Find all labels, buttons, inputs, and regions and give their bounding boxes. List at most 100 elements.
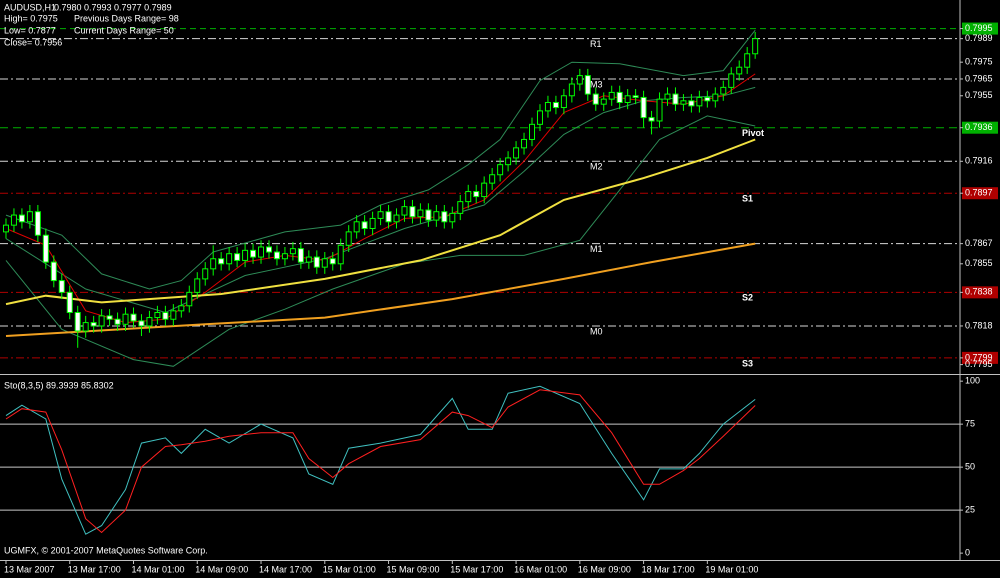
- candle-body: [313, 256, 320, 268]
- candle-body: [42, 234, 49, 263]
- candle-body: [656, 98, 663, 122]
- candle-body: [2, 224, 9, 233]
- candle-body: [728, 73, 735, 88]
- candle-body: [122, 313, 129, 325]
- level-label: M1: [590, 244, 603, 254]
- candle-body: [529, 123, 536, 140]
- candle-body: [425, 209, 432, 221]
- y-tick-label: 50: [965, 462, 975, 472]
- candle-body: [258, 246, 265, 258]
- indicator-line: [5, 385, 756, 535]
- candle-body: [664, 93, 671, 100]
- candle-body: [353, 221, 360, 233]
- indicator-line: [5, 242, 756, 337]
- candle-body: [50, 261, 57, 282]
- candle-body: [194, 278, 201, 293]
- candle-body: [648, 117, 655, 122]
- candle-body: [441, 211, 448, 223]
- candle-body: [544, 101, 551, 112]
- candle-body: [465, 191, 472, 203]
- copyright: UGMFX, © 2001-2007 MetaQuotes Software C…: [4, 545, 208, 555]
- level-price-box: [962, 121, 998, 134]
- candle-body: [481, 182, 488, 198]
- x-tick-label: 13 Mar 2007: [4, 564, 55, 574]
- candle-body: [58, 280, 65, 293]
- candle-body: [281, 253, 288, 260]
- candle-body: [369, 217, 376, 230]
- level-label: S1: [742, 194, 753, 204]
- y-tick-label: 0.7989: [965, 33, 993, 43]
- candle-body: [409, 206, 416, 218]
- candle-body: [18, 214, 25, 223]
- candle-body: [560, 95, 567, 109]
- candle-body: [170, 310, 177, 320]
- candle-body: [329, 258, 336, 265]
- candle-body: [608, 91, 615, 100]
- candle-body: [218, 258, 225, 265]
- candle-body: [624, 95, 631, 103]
- chart-title: AUDUSD,H1: [4, 2, 56, 12]
- y-tick-label: 0.7855: [965, 258, 993, 268]
- y-tick-label: 0.7897: [965, 188, 993, 198]
- y-tick-label: 0.7916: [965, 156, 993, 166]
- y-tick-label: 0.7867: [965, 238, 993, 248]
- candle-body: [552, 101, 559, 109]
- indicator-line: [5, 73, 756, 324]
- candle-body: [146, 317, 153, 327]
- candle-body: [26, 211, 33, 223]
- candle-body: [521, 138, 528, 149]
- candle-body: [242, 249, 249, 261]
- info-text: Current Days Range= 50: [74, 25, 174, 35]
- info-text: Previous Days Range= 98: [74, 13, 179, 23]
- candle-body: [90, 322, 97, 327]
- candle-body: [401, 206, 408, 216]
- candle-body: [417, 209, 424, 218]
- candle-body: [489, 174, 496, 184]
- candle-body: [210, 258, 217, 270]
- candle-body: [138, 320, 145, 327]
- candle-body: [473, 191, 480, 198]
- candle-body: [162, 312, 169, 320]
- x-tick-label: 16 Mar 01:00: [514, 564, 567, 574]
- candle-body: [576, 75, 583, 85]
- y-tick-label: 0.7955: [965, 90, 993, 100]
- candle-body: [265, 246, 272, 253]
- level-label: Pivot: [742, 128, 764, 138]
- candle-body: [10, 214, 17, 226]
- candle-body: [202, 268, 209, 280]
- candle-body: [632, 95, 639, 98]
- x-tick-label: 15 Mar 17:00: [450, 564, 503, 574]
- candle-body: [361, 221, 368, 230]
- y-tick-label: 0.7975: [965, 57, 993, 67]
- x-tick-label: 19 Mar 01:00: [705, 564, 758, 574]
- y-tick-label: 25: [965, 505, 975, 515]
- grid-layer: [0, 0, 1000, 564]
- candle-body: [345, 231, 352, 246]
- candle-body: [178, 305, 185, 312]
- indicator-line: [5, 29, 756, 290]
- candle-body: [536, 110, 543, 125]
- y-tick-label: 75: [965, 419, 975, 429]
- candle-body: [377, 211, 384, 219]
- candle-body: [457, 201, 464, 214]
- candle-body: [433, 211, 440, 221]
- candle-body: [226, 253, 233, 265]
- level-label: M0: [590, 326, 603, 336]
- candle-body: [305, 256, 312, 263]
- candle-body: [720, 86, 727, 95]
- indicator-line: [5, 389, 756, 534]
- candle-body: [289, 248, 296, 255]
- y-tick-label: 0: [965, 547, 970, 557]
- candle-body: [114, 318, 121, 325]
- candle-body: [704, 96, 711, 102]
- candle-body: [154, 312, 161, 319]
- candle-body: [321, 258, 328, 268]
- indicator-title: Sto(8,3,5) 89.3939 85.8302: [4, 380, 114, 390]
- y-tick-label: 0.7795: [965, 359, 993, 369]
- ohlc-text: 0.7980 0.7993 0.7977 0.7989: [54, 2, 172, 12]
- x-tick-label: 15 Mar 01:00: [323, 564, 376, 574]
- label-layer: AUDUSD,H1 0.7980 0.7993 0.7977 0.7989 Hi…: [4, 2, 993, 574]
- level-label: R1: [590, 39, 602, 49]
- candle-body: [337, 244, 344, 265]
